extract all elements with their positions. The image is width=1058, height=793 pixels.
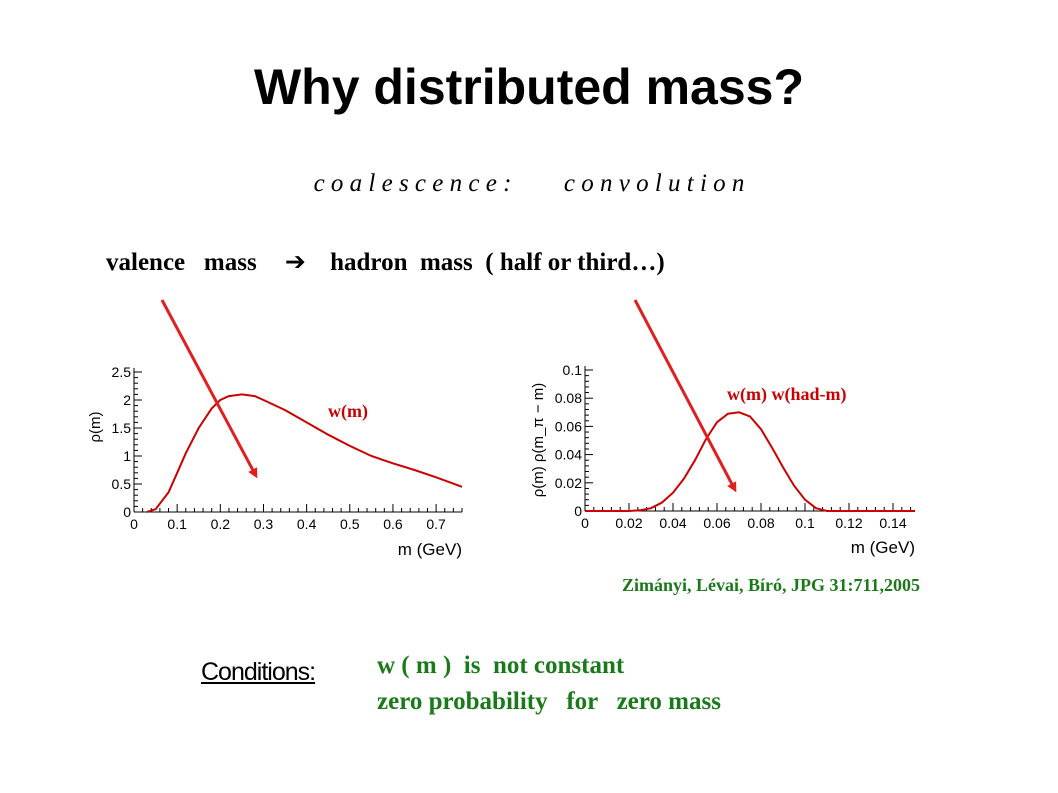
x-tick-label: 0.3 — [254, 516, 274, 532]
y-tick-label: 0.5 — [112, 476, 132, 492]
y-axis-label: ρ(m) ρ(m_π − m) — [530, 383, 547, 498]
arrow-left — [160, 299, 258, 479]
arrow-right — [633, 299, 737, 493]
x-tick-label: 0.4 — [297, 516, 317, 532]
x-tick-label: 0.7 — [426, 516, 446, 532]
y-axis-label: ρ(m) — [87, 411, 104, 442]
y-tick-label: 2.5 — [112, 364, 132, 380]
y-tick-label: 0 — [574, 503, 582, 519]
mass-statement: valence mass ➔ hadron mass ( half or thi… — [106, 247, 665, 277]
x-tick-label: 0.6 — [383, 516, 403, 532]
slide-title: Why distributed mass? — [253, 59, 805, 115]
y-tick-label: 1.5 — [112, 420, 132, 436]
curve-label: w(m) w(had-m) — [727, 384, 846, 405]
x-tick-label: 0.12 — [835, 515, 862, 531]
y-tick-label: 0.1 — [563, 362, 583, 378]
x-tick-label: 0.04 — [659, 515, 686, 531]
y-tick-label: 2 — [123, 392, 131, 408]
chart-w-m: 00.511.522.50 0.1 0.2 0.3 0.4 0.5 0.6 0.7 ρ(m) … — [87, 364, 463, 559]
x-tick-label: 0.5 — [340, 516, 360, 532]
x-tick-label: 0 — [130, 516, 138, 532]
x-tick-label: 0.02 — [615, 515, 642, 531]
x-tick-label: 0.2 — [211, 516, 231, 532]
right-arrow-icon: ➔ — [284, 247, 306, 276]
y-tick-label: 0.02 — [555, 475, 582, 491]
x-axis-label: m (GeV) — [398, 540, 462, 559]
x-tick-label: 0 — [581, 515, 589, 531]
x-tick-label: 0.14 — [879, 515, 906, 531]
curve-w-m — [146, 393, 463, 513]
conditions-label: Conditions: — [201, 658, 316, 686]
y-tick-label: 1 — [123, 448, 131, 464]
x-tick-label: 0.08 — [747, 515, 774, 531]
valence-mass-text: valence mass — [106, 249, 257, 276]
chart-w-m-w-had-m: 0 0.02 0.04 0.06 0.08 0.1 0 0.02 0.04 0.06 0.08 0.1… — [530, 362, 915, 557]
x-axis-label: m (GeV) — [851, 538, 915, 557]
y-tick-label: 0.04 — [555, 447, 582, 463]
x-tick-label: 0.1 — [795, 515, 815, 531]
y-tick-label: 0.08 — [555, 390, 582, 406]
condition-item: zero probability for zero mass — [377, 688, 721, 715]
citation: Zimányi, Lévai, Bíró, JPG 31:711,2005 — [622, 575, 921, 595]
x-tick-label: 0.1 — [167, 516, 187, 532]
curve-label: w(m) — [328, 401, 368, 422]
hadron-mass-text: hadron mass ( half or third…) — [330, 249, 665, 276]
subtitle-convolution: c o n v o l u t i o n — [563, 170, 745, 197]
x-tick-label: 0.06 — [703, 515, 730, 531]
curve-w-m-w-had-m — [585, 411, 915, 512]
y-tick-label: 0 — [123, 504, 131, 520]
slide-subtitle: c o a l e s c e n c e : c o n v o l u t … — [0, 170, 1058, 198]
subtitle-coalescence: c o a l e s c e n c e : — [313, 170, 512, 197]
condition-item: w ( m ) is not constant — [377, 652, 625, 679]
y-tick-label: 0.06 — [555, 418, 582, 434]
